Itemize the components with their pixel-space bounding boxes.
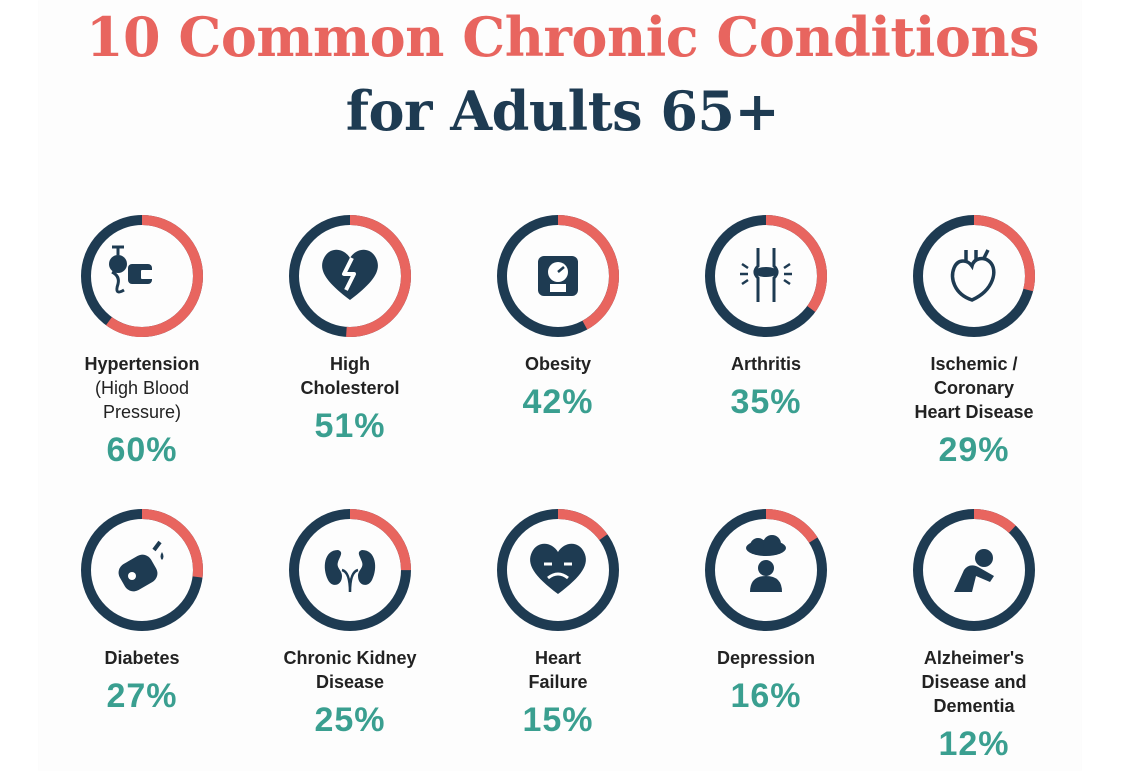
progress-ring xyxy=(289,215,411,337)
broken-heart-icon xyxy=(322,249,378,300)
ring-value-arc xyxy=(81,509,203,631)
condition-value: 35% xyxy=(730,383,802,421)
condition-label: Ischemic / Coronary Heart Disease xyxy=(874,352,1074,424)
knee-joint-icon xyxy=(740,248,792,302)
person-under-cloud-icon xyxy=(746,535,786,592)
ring-value-arc xyxy=(497,509,619,631)
condition-item: Hypertension (High Blood Pressure) 60% xyxy=(42,212,242,470)
condition-label-subline: Pressure) xyxy=(102,402,182,422)
condition-label: Alzheimer's Disease and Dementia xyxy=(874,646,1074,718)
progress-ring xyxy=(497,509,619,631)
progress-ring xyxy=(289,509,411,631)
condition-label: High Cholesterol xyxy=(250,352,450,400)
condition-label-line: Arthritis xyxy=(730,354,801,374)
condition-label-line: Hypertension xyxy=(84,354,200,374)
condition-label-line: Coronary xyxy=(933,378,1014,398)
progress-ring xyxy=(913,215,1035,337)
condition-label-line: High xyxy=(330,354,370,374)
ring-value-arc xyxy=(705,215,827,337)
ring-value-arc xyxy=(913,509,1035,631)
condition-label-line: Ischemic / xyxy=(930,354,1018,374)
condition-label: Hypertension (High Blood Pressure) xyxy=(42,352,242,424)
condition-label: Obesity xyxy=(458,352,658,376)
condition-value: 60% xyxy=(106,431,178,469)
condition-value: 29% xyxy=(938,431,1010,469)
condition-item: Depression 16% xyxy=(666,506,866,716)
progress-ring xyxy=(81,215,203,337)
ring-value-arc xyxy=(913,215,1035,337)
condition-item: High Cholesterol 51% xyxy=(250,212,450,446)
condition-label: Arthritis xyxy=(666,352,866,376)
condition-label-line: Disease and xyxy=(921,672,1027,692)
condition-value: 51% xyxy=(314,407,386,445)
condition-label: Heart Failure xyxy=(458,646,658,694)
condition-label: Diabetes xyxy=(42,646,242,670)
condition-label-line: Heart xyxy=(534,648,582,668)
condition-value: 27% xyxy=(106,677,178,715)
condition-label-line: Disease xyxy=(315,672,385,692)
condition-value: 42% xyxy=(522,383,594,421)
condition-value: 12% xyxy=(938,725,1010,763)
condition-item: Obesity 42% xyxy=(458,212,658,422)
infographic-panel xyxy=(39,0,1081,771)
condition-label-line: Obesity xyxy=(524,354,592,374)
condition-value: 15% xyxy=(522,701,594,739)
condition-label: Chronic Kidney Disease xyxy=(250,646,450,694)
condition-label-line: Heart Disease xyxy=(914,402,1034,422)
condition-item: Arthritis 35% xyxy=(666,212,866,422)
condition-label-line: Cholesterol xyxy=(300,378,400,398)
ring-value-arc xyxy=(289,215,411,337)
ring-value-arc xyxy=(81,215,203,337)
title-line-2: for Adults 65+ xyxy=(345,79,780,143)
weight-scale-icon xyxy=(538,256,578,296)
condition-item: Chronic Kidney Disease 25% xyxy=(250,506,450,740)
condition-item: Ischemic / Coronary Heart Disease 29% xyxy=(874,212,1074,470)
condition-value: 25% xyxy=(314,701,386,739)
ring-value-arc xyxy=(289,509,411,631)
progress-ring xyxy=(913,509,1035,631)
blood-pressure-monitor-icon xyxy=(109,245,153,294)
sad-heart-icon xyxy=(530,543,586,594)
progress-ring xyxy=(705,215,827,337)
condition-label-line: Dementia xyxy=(933,696,1015,716)
ring-value-arc xyxy=(497,215,619,337)
condition-value: 16% xyxy=(730,677,802,715)
condition-label-line: Chronic Kidney xyxy=(283,648,417,668)
glucose-meter-icon xyxy=(118,540,164,592)
condition-label-line: Diabetes xyxy=(104,648,180,668)
condition-label-subline: (High Blood xyxy=(94,378,190,398)
progress-ring xyxy=(705,509,827,631)
progress-ring xyxy=(81,509,203,631)
kidneys-icon xyxy=(324,550,376,593)
anatomical-heart-icon xyxy=(950,249,996,302)
condition-item: Heart Failure 15% xyxy=(458,506,658,740)
condition-label-line: Depression xyxy=(716,648,816,668)
head-in-hands-icon xyxy=(954,549,994,592)
ring-value-arc xyxy=(705,509,827,631)
condition-label-line: Alzheimer's xyxy=(923,648,1025,668)
condition-item: Alzheimer's Disease and Dementia 12% xyxy=(874,506,1074,764)
progress-ring xyxy=(497,215,619,337)
title-line-1: 10 Common Chronic Conditions xyxy=(85,5,1040,69)
condition-item: Diabetes 27% xyxy=(42,506,242,716)
condition-label: Depression xyxy=(666,646,866,670)
condition-label-line: Failure xyxy=(528,672,588,692)
